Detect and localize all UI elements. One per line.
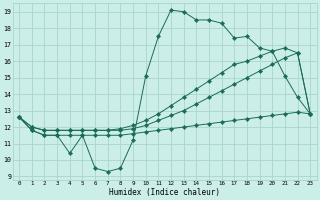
X-axis label: Humidex (Indice chaleur): Humidex (Indice chaleur) [109, 188, 220, 197]
